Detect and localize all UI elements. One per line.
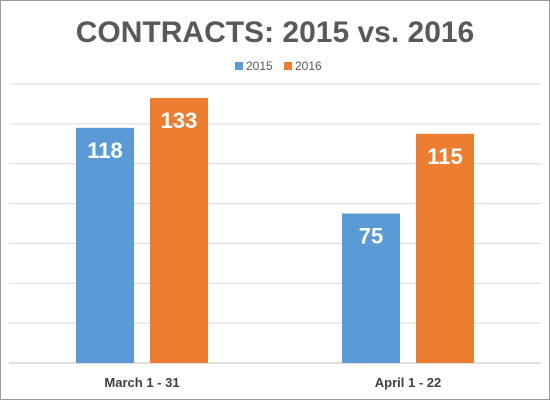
data-label-2015-1: 75 <box>359 224 383 249</box>
category-label-0: March 1 - 31 <box>104 375 179 390</box>
legend-swatch-2016 <box>284 62 292 70</box>
bar-2015-1 <box>342 213 400 363</box>
legend-label-2015: 2015 <box>246 59 273 73</box>
category-label-1: April 1 - 22 <box>375 375 441 390</box>
legend-swatch-2015 <box>235 62 243 70</box>
data-label-2016-1: 115 <box>427 144 463 169</box>
data-labels: 118 133 75 115 <box>87 108 463 249</box>
bar-2015-0 <box>76 127 134 363</box>
bar-2016-1 <box>416 133 474 363</box>
legend-label-2016: 2016 <box>295 59 322 73</box>
category-labels: March 1 - 31 April 1 - 22 <box>104 375 441 390</box>
chart-title: CONTRACTS: 2015 vs. 2016 <box>76 16 475 49</box>
data-label-2015-0: 118 <box>87 138 123 163</box>
data-label-2016-0: 133 <box>161 108 198 133</box>
legend: 2015 2016 <box>235 59 322 73</box>
bars <box>76 97 474 363</box>
bar-2016-0 <box>150 97 208 363</box>
